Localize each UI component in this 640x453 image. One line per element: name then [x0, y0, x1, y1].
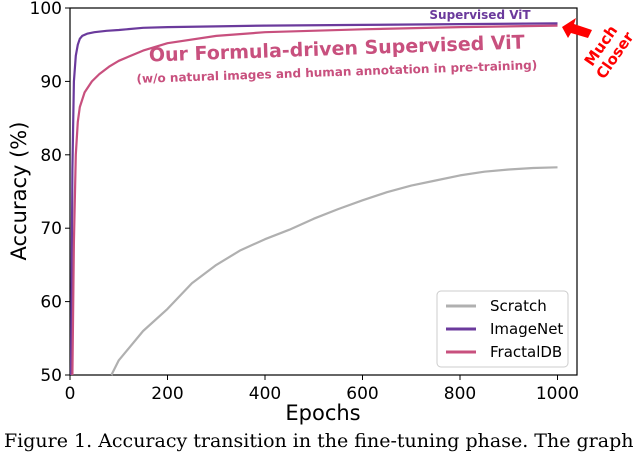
- annotation-supervised-vit: Supervised ViT: [429, 8, 531, 22]
- annotation-much-closer: Much Closer: [581, 22, 638, 82]
- ticks-layer: 0 200 400 600 800 1000 50 60 70 80 90 100: [30, 0, 580, 404]
- series-layer: [69, 22, 558, 376]
- legend-box: [436, 290, 569, 368]
- series-line-scratch: [110, 166, 558, 376]
- y-tick-label: 50: [40, 366, 62, 386]
- plot-frame: [69, 7, 578, 376]
- series-line-fractaldb: [71, 24, 558, 376]
- x-tick-label: 200: [151, 384, 183, 404]
- legend-label-imagenet: ImageNet: [490, 320, 563, 338]
- y-tick-label: 70: [40, 219, 62, 239]
- y-tick-label: 60: [40, 293, 62, 313]
- legend-label-scratch: Scratch: [490, 297, 547, 315]
- arrow-icon: [562, 18, 592, 38]
- legend-label-fractaldb: FractalDB: [490, 343, 562, 361]
- y-tick-label: 100: [30, 0, 62, 19]
- x-tick-label: 0: [65, 384, 76, 404]
- y-axis-title: Accuracy (%): [7, 122, 31, 261]
- figure-caption: Figure 1. Accuracy transition in the fin…: [4, 430, 634, 452]
- x-tick-label: 600: [346, 384, 378, 404]
- y-tick-label: 80: [40, 146, 62, 166]
- legend: Scratch ImageNet FractalDB: [436, 290, 569, 368]
- y-tick-label: 90: [40, 72, 62, 92]
- x-tick-label: 1000: [536, 384, 579, 404]
- x-axis-title: Epochs: [285, 401, 360, 425]
- x-tick-label: 800: [444, 384, 476, 404]
- x-tick-label: 400: [249, 384, 281, 404]
- series-line-imagenet: [69, 22, 558, 376]
